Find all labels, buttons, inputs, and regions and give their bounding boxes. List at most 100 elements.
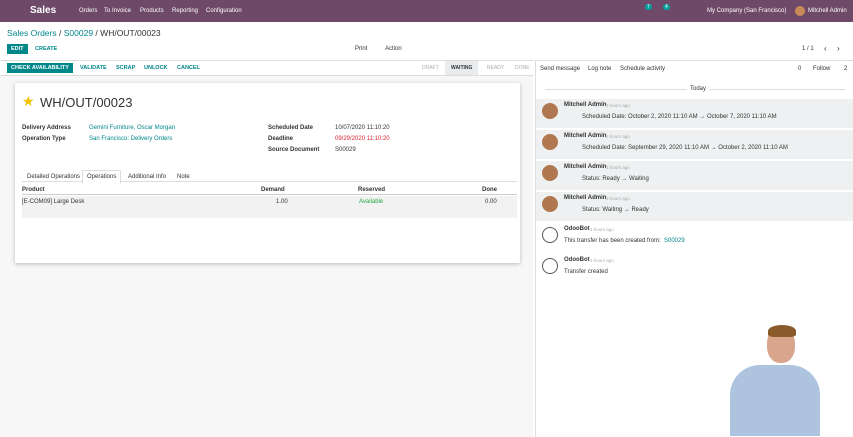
time: 3 hours ago — [606, 134, 630, 139]
field-value[interactable]: Gemini Furniture, Oscar Morgan — [89, 125, 176, 131]
print-button[interactable]: Print — [355, 46, 368, 52]
badge[interactable]: 7 — [645, 4, 652, 10]
message-body: Status: Ready → Waiting — [582, 176, 649, 182]
message-body: Transfer created — [564, 269, 608, 275]
cell: Available — [359, 199, 384, 205]
action-bar: CHECK AVAILABILITY VALIDATE SCRAP UNLOCK… — [0, 61, 533, 76]
author[interactable]: OdooBot — [564, 257, 590, 263]
avatar — [542, 103, 558, 119]
crumb-sep: / — [58, 28, 62, 38]
author[interactable]: Mitchell Admin — [564, 102, 607, 108]
hair — [768, 325, 796, 337]
field-value: 09/29/2020 11:10:20 — [335, 136, 390, 142]
message-body: Scheduled Date: October 2, 2020 11:10 AM… — [582, 114, 777, 120]
action-button[interactable]: UNLOCK — [144, 65, 168, 71]
message-bg — [536, 99, 853, 128]
cell: [E-COM09] Large Desk — [22, 199, 85, 205]
user[interactable]: Mitchell Admin — [808, 8, 847, 14]
day: Today — [687, 86, 710, 92]
field-label: Scheduled Date — [268, 125, 314, 131]
star[interactable]: ★ — [22, 93, 35, 109]
action-button[interactable]: VALIDATE — [80, 65, 107, 71]
time: 3 hours ago — [606, 165, 630, 170]
table-header — [22, 185, 517, 195]
field-label: Deadline — [268, 136, 294, 142]
column-header: Demand — [261, 187, 285, 193]
field-value[interactable]: San Francisco: Delivery Orders — [89, 136, 173, 142]
company[interactable]: My Company (San Francisco) — [707, 8, 787, 14]
pager-next[interactable]: › — [837, 44, 840, 53]
status[interactable]: DONE — [515, 65, 530, 71]
field-label: Operation Type — [22, 136, 66, 142]
menu-item[interactable]: Configuration — [206, 8, 242, 14]
message-bg — [536, 161, 853, 190]
author[interactable]: OdooBot — [564, 226, 590, 232]
tab[interactable]: Additional Info — [128, 174, 167, 180]
column-header: Done — [482, 187, 497, 193]
tab-active[interactable]: Operations — [82, 170, 122, 184]
tab[interactable]: Detailed Operations — [27, 174, 81, 180]
message-link[interactable]: S00029 — [664, 238, 685, 244]
action-button[interactable]: CANCEL — [177, 65, 200, 71]
breadcrumb: Sales Orders / S00029 / WH/OUT/00023 — [7, 28, 161, 38]
action-button[interactable]: SCRAP — [116, 65, 136, 71]
time: 3 hours ago — [590, 227, 614, 232]
schedule-activity[interactable]: Schedule activity — [620, 66, 666, 72]
table-row[interactable] — [22, 196, 517, 218]
menu-item[interactable]: Reporting — [172, 8, 199, 14]
cell: 1.00 — [276, 199, 288, 205]
crumb[interactable]: Sales Orders — [7, 28, 57, 38]
avatar — [542, 196, 558, 212]
shirt — [730, 365, 820, 436]
menu-item[interactable]: Orders — [79, 8, 98, 14]
message-body: Scheduled Date: September 29, 2020 11:10… — [582, 145, 788, 151]
crumb-sep: / — [95, 28, 98, 38]
field-value: 10/07/2020 11:10:20 — [335, 125, 390, 131]
message-bg — [536, 192, 853, 221]
badge[interactable]: 4 — [663, 4, 670, 10]
cell: 0.00 — [485, 199, 497, 205]
time: 3 hours ago — [590, 258, 614, 263]
pager: 1 / 1 — [802, 46, 814, 52]
app-name[interactable]: Sales — [30, 5, 57, 16]
attachment-count[interactable]: 0 — [798, 66, 802, 72]
avatar — [542, 165, 558, 181]
webcam-person — [725, 325, 825, 436]
action-button[interactable]: Action — [385, 46, 402, 52]
user-avatar — [795, 6, 805, 16]
record-title: WH/OUT/00023 — [40, 95, 133, 110]
tab-line — [22, 181, 517, 182]
author[interactable]: Mitchell Admin — [564, 133, 607, 139]
edit-button[interactable]: EDIT — [7, 44, 28, 54]
create-button[interactable]: CREATE — [35, 46, 58, 52]
form-sheet: ★ WH/OUT/00023 Delivery Address Gemini F… — [15, 83, 520, 263]
status[interactable]: DRAFT — [422, 65, 439, 71]
tab[interactable]: Note — [177, 174, 190, 180]
crumb[interactable]: S00029 — [63, 28, 94, 38]
field-label: Delivery Address — [22, 125, 71, 131]
time: 3 hours ago — [606, 196, 630, 201]
avatar — [542, 227, 558, 243]
avatar — [542, 258, 558, 274]
status-active: WAITING — [445, 61, 479, 75]
menu-item[interactable]: To Invoice — [104, 8, 132, 14]
time: 3 hours ago — [606, 103, 630, 108]
navbar: Sales Orders To Invoice Products Reporti… — [0, 0, 853, 22]
send-message[interactable]: Send message — [540, 66, 581, 72]
author[interactable]: Mitchell Admin — [564, 164, 607, 170]
message-body: This transfer has been created from: — [564, 238, 661, 244]
menu-item[interactable]: Products — [140, 8, 164, 14]
column-header: Reserved — [358, 187, 386, 193]
field-label: Source Document — [268, 147, 320, 153]
crumb: WH/OUT/00023 — [100, 28, 161, 38]
author[interactable]: Mitchell Admin — [564, 195, 607, 201]
log-note[interactable]: Log note — [588, 66, 612, 72]
pager-prev[interactable]: ‹ — [824, 44, 827, 53]
follow[interactable]: Follow — [813, 66, 831, 72]
status[interactable]: READY — [487, 65, 505, 71]
follower-count[interactable]: 2 — [844, 66, 848, 72]
action-button[interactable]: CHECK AVAILABILITY — [7, 63, 73, 73]
message-bg — [536, 130, 853, 159]
